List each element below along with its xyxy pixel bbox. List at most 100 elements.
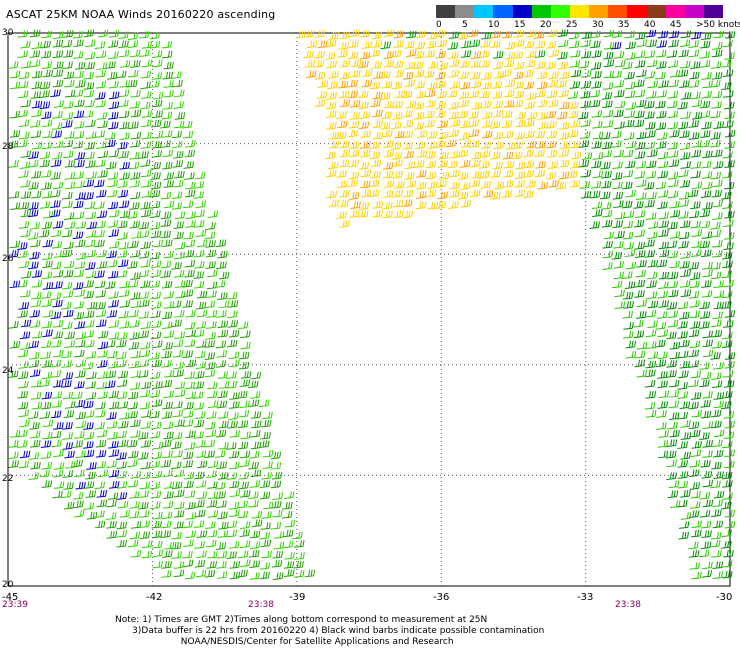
wind-barb <box>29 430 41 439</box>
wind-barb <box>95 461 107 469</box>
wind-barb <box>601 150 612 158</box>
wind-barb <box>348 159 360 168</box>
wind-barb <box>644 111 655 120</box>
wind-barb <box>261 511 272 519</box>
wind-barb <box>229 561 241 569</box>
wind-barb <box>666 360 677 368</box>
wind-barb <box>382 171 394 179</box>
wind-barb <box>139 401 151 410</box>
wind-barb <box>721 560 733 568</box>
wind-barb <box>513 90 525 99</box>
wind-barb <box>85 471 96 480</box>
wind-barb <box>489 121 501 129</box>
wind-barb <box>74 261 86 270</box>
wind-barb <box>611 130 622 139</box>
wind-barb <box>116 391 128 400</box>
wind-barb <box>75 80 86 88</box>
wind-barb <box>678 169 689 178</box>
wind-barb <box>108 149 119 158</box>
wind-barb <box>149 431 161 439</box>
wind-barb <box>339 72 350 80</box>
wind-barb <box>590 40 601 49</box>
wind-barb <box>701 231 713 239</box>
wind-barb <box>658 241 669 250</box>
wind-barb <box>273 572 284 580</box>
wind-barb <box>369 189 380 198</box>
wind-barb <box>118 200 130 209</box>
wind-barb <box>382 210 393 219</box>
wind-barb <box>262 461 273 469</box>
wind-barb <box>262 411 273 420</box>
wind-barb <box>108 291 119 299</box>
wind-barb <box>612 172 623 180</box>
wind-barb <box>482 190 494 198</box>
wind-barb <box>668 379 680 388</box>
wind-barb <box>83 291 94 299</box>
time-label-east: 23:38 <box>615 600 641 610</box>
wind-barb <box>358 121 370 130</box>
wind-barb <box>141 180 152 188</box>
wind-barb <box>149 222 161 230</box>
wind-barb <box>75 192 86 200</box>
wind-barb <box>699 51 710 59</box>
wind-barb <box>680 490 691 498</box>
wind-barb <box>535 61 546 70</box>
wind-barb <box>151 399 163 407</box>
wind-barb <box>41 30 52 39</box>
wind-barb <box>42 211 54 219</box>
wind-barb <box>18 221 30 229</box>
wind-barb <box>701 90 712 99</box>
wind-barb <box>42 431 53 440</box>
wind-barb <box>358 90 369 99</box>
wind-barb <box>480 181 492 189</box>
wind-barb <box>105 281 116 290</box>
wind-barb <box>17 242 28 250</box>
wind-barb <box>237 550 249 559</box>
wind-barb <box>174 89 185 98</box>
wind-barb <box>710 61 722 69</box>
wind-barb <box>326 169 337 178</box>
wind-barb <box>435 29 446 38</box>
wind-barb <box>460 40 472 49</box>
wind-barb <box>722 480 733 488</box>
wind-barb <box>106 310 118 318</box>
wind-barb <box>86 462 97 470</box>
wind-barb <box>644 402 656 410</box>
legend-label: 40 <box>644 20 656 30</box>
wind-barb <box>634 79 645 88</box>
wind-barb <box>547 79 559 88</box>
wind-barb <box>512 99 524 108</box>
wind-barb <box>140 169 152 178</box>
wind-barb <box>724 420 735 429</box>
wind-barb <box>392 60 404 69</box>
wind-barb <box>657 170 669 179</box>
wind-barb <box>680 432 692 440</box>
wind-barb <box>680 30 692 39</box>
wind-barb <box>183 539 194 548</box>
wind-barb <box>31 190 42 199</box>
wind-barb <box>404 172 415 180</box>
wind-barb <box>689 340 701 349</box>
wind-barb <box>149 371 161 380</box>
wind-barb <box>184 270 195 278</box>
wind-barb <box>415 90 427 99</box>
wind-barb <box>29 352 40 360</box>
wind-barb <box>108 29 120 38</box>
wind-barb <box>107 40 119 48</box>
wind-barb <box>42 310 54 318</box>
wind-barb <box>350 59 362 68</box>
wind-barb <box>699 110 711 118</box>
wind-barb <box>371 40 383 48</box>
wind-barb <box>139 159 151 168</box>
wind-barb <box>536 71 548 80</box>
wind-barb <box>85 381 96 389</box>
wind-barb <box>722 331 733 340</box>
wind-barb <box>107 270 119 279</box>
wind-barb <box>18 460 29 469</box>
wind-barb <box>40 50 52 59</box>
wind-barb <box>248 500 259 508</box>
wind-barb <box>116 250 128 258</box>
wind-barb <box>690 429 701 438</box>
wind-barb <box>226 472 238 480</box>
wind-barb <box>688 120 700 128</box>
